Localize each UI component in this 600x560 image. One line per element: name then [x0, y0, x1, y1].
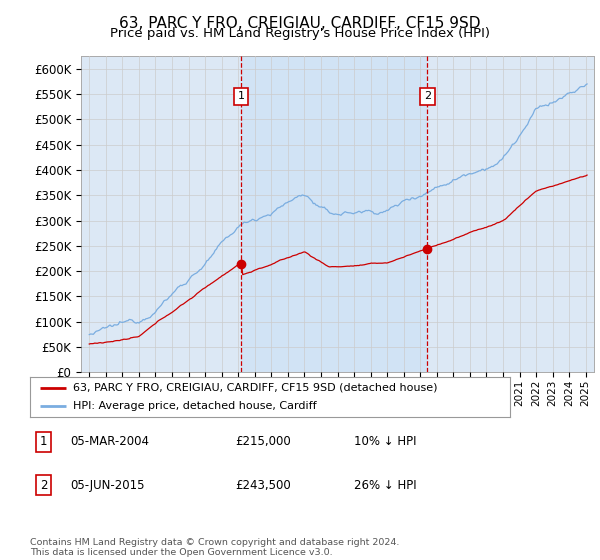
- Text: Contains HM Land Registry data © Crown copyright and database right 2024.
This d: Contains HM Land Registry data © Crown c…: [30, 538, 400, 557]
- Text: 63, PARC Y FRO, CREIGIAU, CARDIFF, CF15 9SD: 63, PARC Y FRO, CREIGIAU, CARDIFF, CF15 …: [119, 16, 481, 31]
- Text: £243,500: £243,500: [235, 479, 291, 492]
- Text: 05-JUN-2015: 05-JUN-2015: [71, 479, 145, 492]
- Text: 05-MAR-2004: 05-MAR-2004: [71, 435, 149, 449]
- Text: 2: 2: [424, 91, 431, 101]
- Text: 1: 1: [238, 91, 245, 101]
- Text: 10% ↓ HPI: 10% ↓ HPI: [354, 435, 416, 449]
- Bar: [241, 56, 427, 372]
- Text: 1: 1: [40, 435, 47, 449]
- Text: 26% ↓ HPI: 26% ↓ HPI: [354, 479, 416, 492]
- Text: Price paid vs. HM Land Registry's House Price Index (HPI): Price paid vs. HM Land Registry's House …: [110, 27, 490, 40]
- Text: 63, PARC Y FRO, CREIGIAU, CARDIFF, CF15 9SD (detached house): 63, PARC Y FRO, CREIGIAU, CARDIFF, CF15 …: [73, 383, 438, 393]
- Text: 2: 2: [40, 479, 47, 492]
- Text: HPI: Average price, detached house, Cardiff: HPI: Average price, detached house, Card…: [73, 402, 317, 411]
- Text: £215,000: £215,000: [235, 435, 291, 449]
